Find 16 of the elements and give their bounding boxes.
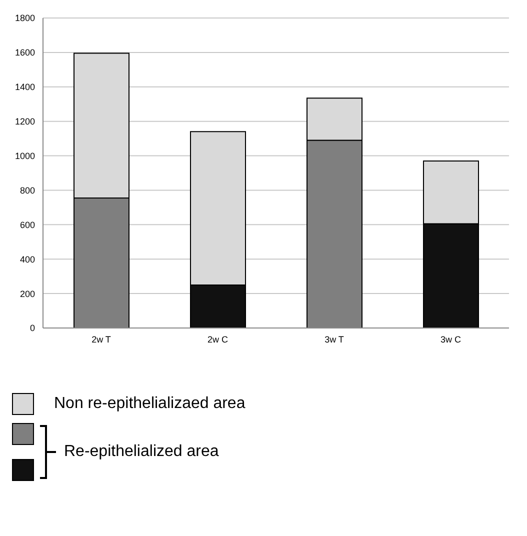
y-tick-label: 600 <box>20 220 35 230</box>
x-tick-label: 2w C <box>207 334 228 344</box>
x-tick-label: 3w T <box>324 334 344 344</box>
legend-label: Re-epithelialized area <box>64 443 219 461</box>
y-tick-label: 1000 <box>14 150 35 161</box>
y-tick-label: 200 <box>20 288 35 299</box>
legend-label: Non re-epithelializaed area <box>54 395 246 413</box>
x-tick-label: 3w C <box>440 334 462 344</box>
y-tick-label: 1600 <box>14 48 35 58</box>
y-tick-label: 1200 <box>14 116 35 127</box>
y-tick-label: 800 <box>20 185 35 196</box>
y-tick-label: 1800 <box>14 13 35 24</box>
x-tick-label: 2w T <box>92 334 112 344</box>
y-tick-label: 1400 <box>14 82 35 92</box>
y-tick-label: 400 <box>20 254 35 264</box>
y-tick-label: 0 <box>30 323 35 334</box>
